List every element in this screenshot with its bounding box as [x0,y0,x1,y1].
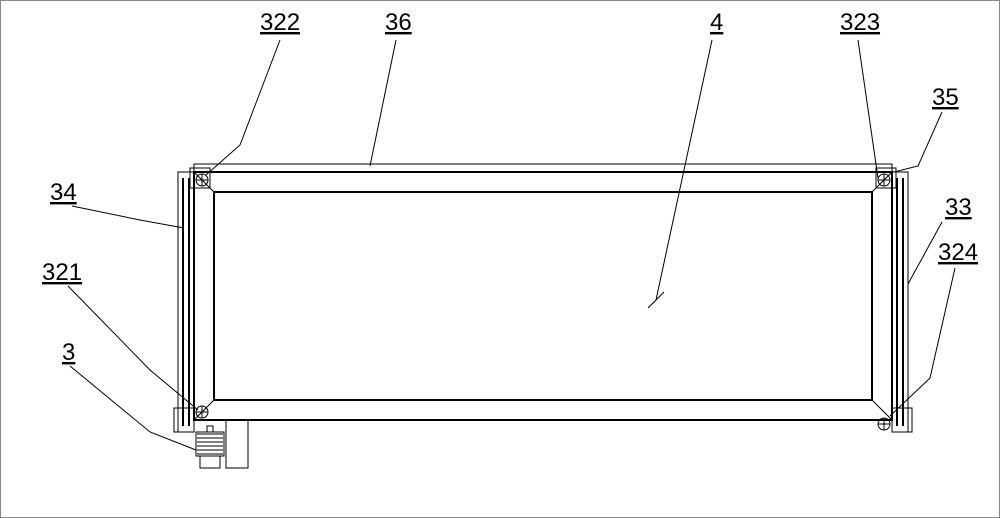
leader-323 [858,40,878,178]
panel-inner [214,192,872,400]
label-3: 3 [62,339,75,366]
left-rail [178,172,194,432]
leader-36 [370,40,396,166]
leader-322 [206,40,280,175]
label-322: 322 [260,9,300,36]
leader-324 [890,268,955,416]
miter-tl [194,172,214,192]
label-321: 321 [42,259,82,286]
label-4: 4 [710,9,723,36]
motor-body [196,432,224,456]
panel-outer [194,172,892,420]
right-rail [892,172,908,432]
motor-shaft [207,426,213,432]
leader-34 [72,206,184,228]
label-36: 36 [385,9,412,36]
leader-4-tick [648,292,664,308]
label-323: 323 [840,9,880,36]
page-border [1,1,1000,518]
leader-33 [908,222,942,284]
leader-35 [894,112,942,172]
label-324: 324 [938,239,978,266]
motor-foot [200,456,220,468]
label-35: 35 [932,84,959,111]
motor-bracket [226,420,248,468]
miter-br [872,400,892,420]
miter-tr [872,172,892,192]
top-bar [194,164,892,172]
miter-bl [194,400,214,420]
label-33: 33 [945,194,972,221]
label-34: 34 [50,179,77,206]
leader-4 [656,40,712,300]
